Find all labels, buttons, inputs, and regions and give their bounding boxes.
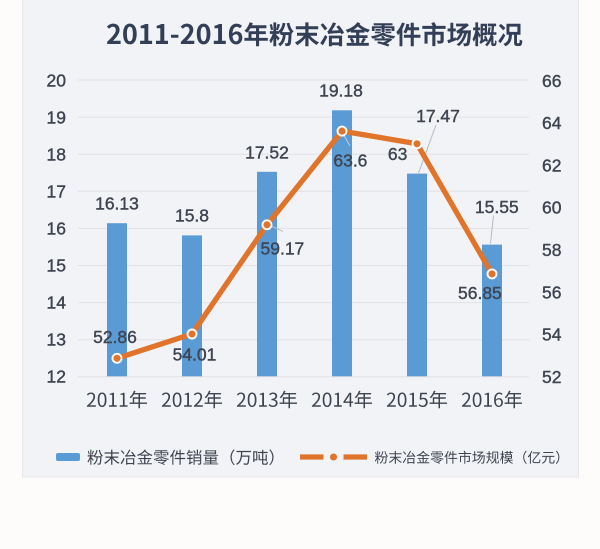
svg-text:66: 66 [542, 71, 561, 91]
svg-text:17.52: 17.52 [245, 142, 289, 162]
svg-text:19.18: 19.18 [319, 81, 363, 101]
svg-text:13: 13 [47, 329, 66, 349]
svg-text:63: 63 [388, 144, 407, 164]
svg-text:59.17: 59.17 [261, 238, 305, 258]
svg-text:17: 17 [47, 181, 66, 201]
svg-text:16.13: 16.13 [95, 193, 139, 213]
svg-text:52.86: 52.86 [93, 327, 137, 347]
svg-text:18: 18 [47, 144, 66, 164]
svg-text:56: 56 [542, 282, 561, 302]
svg-text:58: 58 [542, 240, 561, 260]
svg-text:54.01: 54.01 [173, 344, 217, 364]
svg-text:15: 15 [47, 255, 66, 275]
svg-text:16: 16 [47, 218, 66, 238]
svg-text:20: 20 [47, 70, 67, 90]
svg-text:60: 60 [542, 198, 562, 218]
svg-text:12: 12 [47, 366, 66, 386]
svg-text:52: 52 [542, 367, 561, 387]
svg-text:15.55: 15.55 [475, 197, 519, 217]
svg-text:64: 64 [542, 113, 562, 133]
svg-text:62: 62 [542, 155, 561, 175]
svg-text:14: 14 [47, 292, 67, 312]
svg-text:17.47: 17.47 [416, 106, 460, 126]
svg-text:15.8: 15.8 [175, 206, 209, 226]
svg-text:63.6: 63.6 [333, 150, 367, 170]
svg-text:56.85: 56.85 [458, 283, 502, 303]
svg-text:19: 19 [47, 107, 66, 127]
svg-text:54: 54 [542, 325, 562, 345]
